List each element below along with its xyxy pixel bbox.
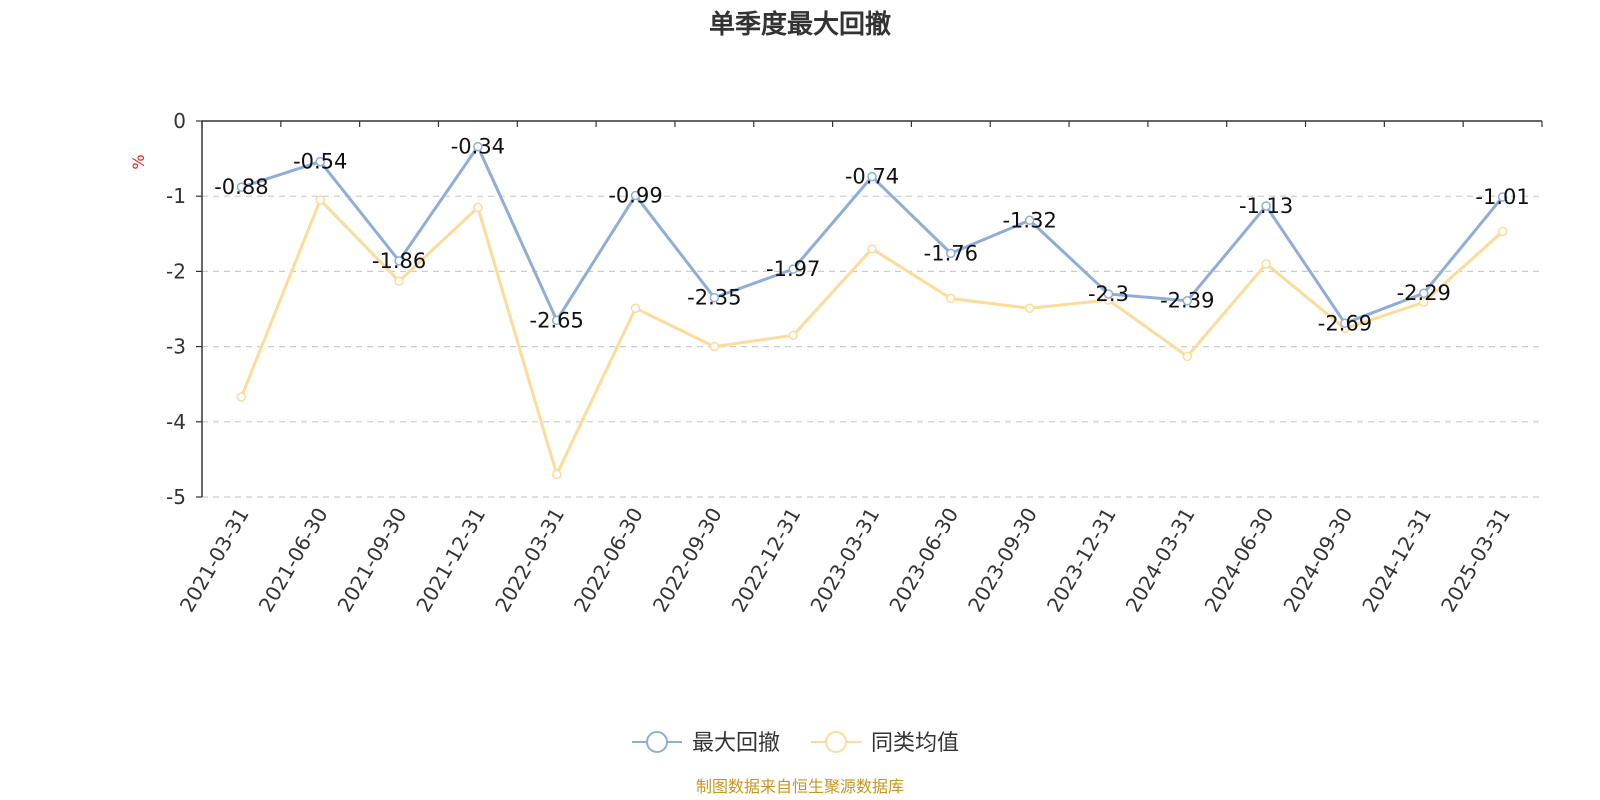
data-point <box>1182 351 1193 362</box>
x-tick-label: 2022-06-30 <box>569 504 648 617</box>
data-point <box>315 195 325 205</box>
legend-label: 同类均值 <box>871 731 959 756</box>
data-label: -1.01 <box>1475 185 1529 209</box>
legend-item[interactable]: 同类均值 <box>811 731 959 756</box>
data-point <box>788 264 798 274</box>
y-tick-label: -2 <box>166 259 186 283</box>
data-point <box>315 156 325 167</box>
data-point <box>709 292 720 303</box>
x-tick-label: 2024-03-31 <box>1121 504 1200 617</box>
y-axis-ticks: 0 -1 -2 -3 -4 -5 <box>166 109 202 509</box>
data-label: -2.29 <box>1397 281 1451 305</box>
data-point <box>394 276 404 286</box>
data-point <box>473 141 483 152</box>
data-point <box>867 244 877 254</box>
y-tick-label: -1 <box>166 184 186 208</box>
data-point <box>551 315 562 326</box>
data-point <box>394 256 404 266</box>
data-label: -0.99 <box>608 183 662 207</box>
x-tick-label: 2022-03-31 <box>490 504 569 617</box>
data-point <box>788 330 798 341</box>
data-label: -2.69 <box>1318 311 1372 335</box>
legend[interactable]: 最大回撤 同类均值 <box>632 731 959 756</box>
legend-marker <box>646 731 668 753</box>
x-tick-label: 2023-12-31 <box>1042 504 1121 617</box>
data-point <box>946 248 956 259</box>
data-point <box>1419 297 1429 307</box>
y-axis-unit-label: % <box>129 154 148 169</box>
data-labels: -0.88 -0.54 -1.86 -0.34 -2.65 -0.99 -2.35 -1.97… <box>214 135 1530 336</box>
x-axis-ticks: 2021-03-31 2021-06-30 2021-09-30 2021-12-31… <box>175 121 1543 617</box>
data-label: -1.32 <box>1002 208 1056 232</box>
data-label: -0.54 <box>293 150 347 174</box>
data-point <box>473 202 483 213</box>
data-label: -1.13 <box>1239 194 1293 218</box>
data-point <box>1340 318 1350 329</box>
data-point <box>1497 192 1508 202</box>
x-tick-label: 2022-09-30 <box>648 504 727 617</box>
data-point <box>1261 259 1271 269</box>
data-point <box>630 303 641 313</box>
data-label: -2.35 <box>687 286 741 310</box>
data-point <box>867 171 877 182</box>
data-label: -1.97 <box>766 257 820 281</box>
source-note: 制图数据来自恒生聚源数据库 <box>696 777 904 796</box>
data-point <box>1497 226 1508 237</box>
data-point <box>236 392 247 402</box>
data-point <box>1261 201 1271 211</box>
data-point <box>709 341 720 352</box>
y-tick-label: 0 <box>173 109 186 133</box>
legend-marker <box>825 731 847 753</box>
series-line <box>240 198 1504 476</box>
data-label: -0.74 <box>845 165 899 189</box>
data-point <box>236 182 247 192</box>
x-tick-label: 2021-03-31 <box>175 504 254 617</box>
legend-item[interactable]: 最大回撤 <box>632 731 780 756</box>
data-point <box>1182 295 1193 306</box>
x-tick-label: 2023-06-30 <box>884 503 963 616</box>
legend-label: 最大回撤 <box>692 731 780 756</box>
x-tick-label: 2021-09-30 <box>332 504 411 617</box>
data-label: -0.34 <box>451 135 505 159</box>
data-label: -1.86 <box>372 249 426 273</box>
x-tick-label: 2021-06-30 <box>254 504 333 617</box>
data-label: -2.65 <box>530 308 584 332</box>
y-tick-label: -3 <box>166 335 186 359</box>
grid-lines <box>202 195 1542 498</box>
data-point <box>1103 289 1114 299</box>
x-tick-label: 2022-12-31 <box>727 504 806 617</box>
x-tick-label: 2021-12-31 <box>411 503 490 616</box>
data-point <box>1024 303 1035 313</box>
data-point <box>551 469 562 480</box>
x-tick-label: 2025-03-31 <box>1436 504 1515 617</box>
x-tick-label: 2024-12-31 <box>1357 504 1436 617</box>
data-label: -2.39 <box>1160 289 1214 313</box>
x-tick-label: 2023-03-31 <box>805 504 884 617</box>
data-label: -0.88 <box>214 175 268 199</box>
data-label: -1.76 <box>924 241 978 265</box>
y-tick-label: -4 <box>166 410 186 434</box>
x-tick-label: 2024-09-30 <box>1278 504 1357 617</box>
data-point <box>1419 288 1429 298</box>
axes <box>201 120 1542 497</box>
series-lines <box>236 141 1508 480</box>
x-tick-label: 2024-06-30 <box>1200 504 1279 617</box>
x-tick-label: 2023-09-30 <box>963 504 1042 617</box>
chart-title: 单季度最大回撤 <box>709 9 891 40</box>
data-point <box>1024 215 1035 226</box>
data-point <box>630 190 641 201</box>
data-label: -2.3 <box>1088 282 1129 306</box>
data-point <box>946 293 956 304</box>
y-tick-label: -5 <box>166 485 186 509</box>
